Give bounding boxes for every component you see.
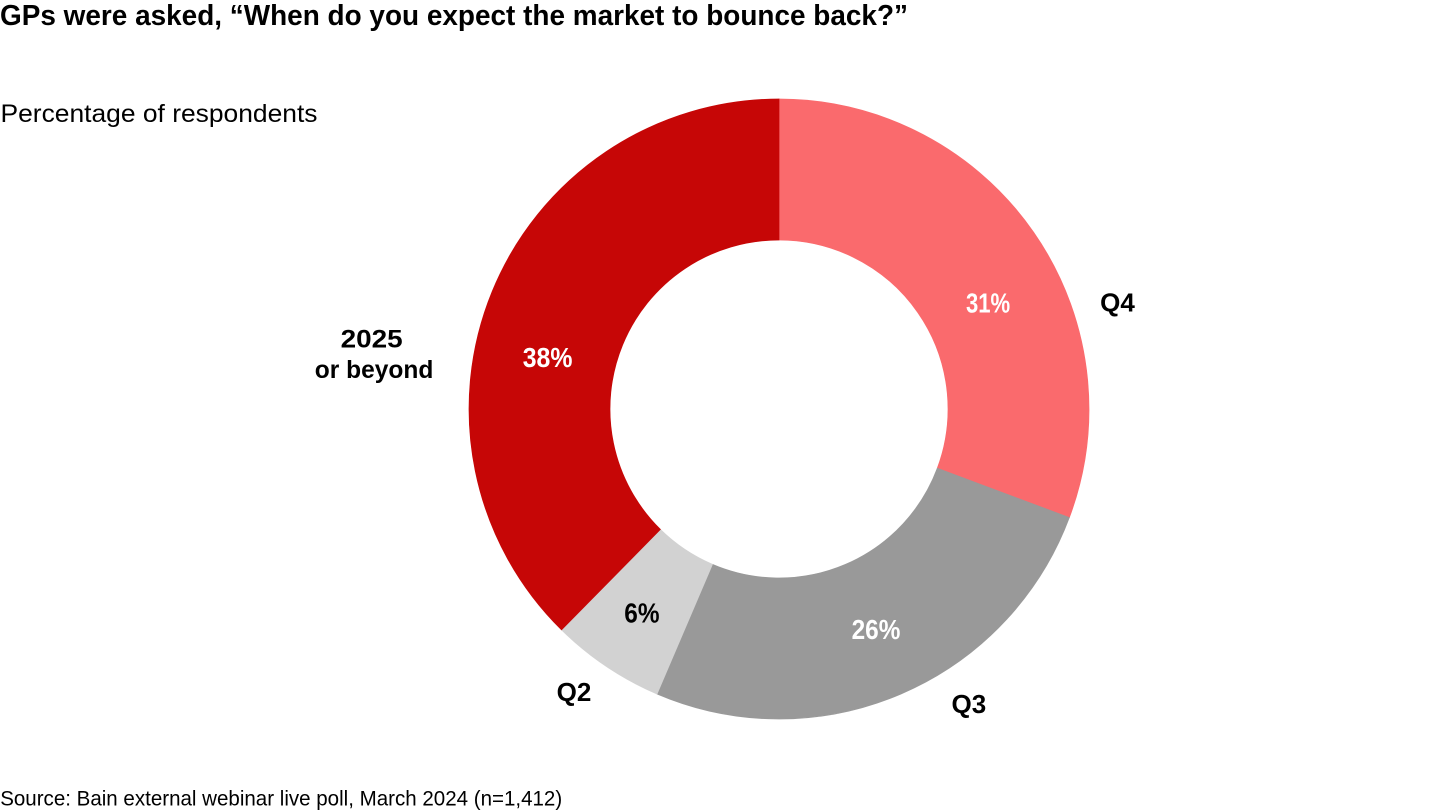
svg-text:Q4: Q4 — [1100, 288, 1135, 318]
svg-text:or beyond: or beyond — [315, 356, 434, 384]
svg-text:Percentage of respondents: Percentage of respondents — [1, 100, 318, 128]
svg-text:Q3: Q3 — [952, 689, 987, 719]
svg-text:6%: 6% — [624, 598, 659, 629]
svg-text:Source: Bain external webinar: Source: Bain external webinar live poll,… — [0, 787, 562, 810]
svg-text:2025: 2025 — [341, 326, 403, 354]
svg-text:31%: 31% — [966, 287, 1010, 318]
svg-text:26%: 26% — [852, 614, 901, 645]
svg-text:38%: 38% — [523, 342, 573, 373]
svg-text:Q2: Q2 — [557, 677, 592, 707]
svg-text:GPs were asked, “When do you e: GPs were asked, “When do you expect the … — [0, 0, 908, 32]
